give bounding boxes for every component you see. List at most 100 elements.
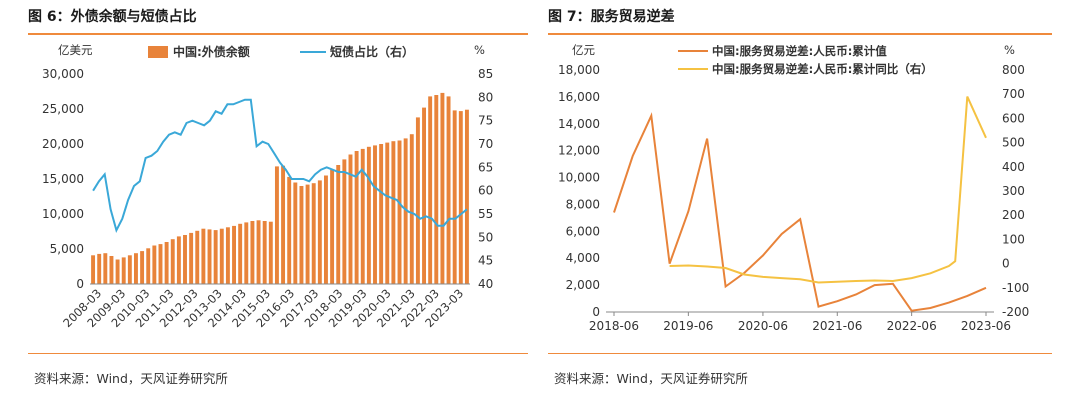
bar: [336, 165, 341, 284]
y2-tick-label: 70: [478, 137, 493, 151]
bar: [391, 141, 396, 284]
bar: [232, 225, 236, 284]
y-tick-label: 18,000: [558, 63, 600, 77]
bar: [170, 239, 175, 284]
bar: [219, 228, 224, 284]
legend-label: 中国:服务贸易逆差:人民币:累计同比（右）: [712, 62, 933, 76]
series-line-cumulative-value: [613, 112, 987, 312]
x-tick-label: 2020-06: [738, 319, 788, 333]
bar: [440, 92, 445, 285]
y-tick-label: 16,000: [558, 90, 600, 104]
y-tick-label: 0: [592, 305, 600, 319]
bar: [103, 253, 108, 284]
bar: [434, 95, 439, 284]
y2-tick-label: 45: [478, 254, 493, 268]
y-tick-label: 0: [76, 277, 84, 291]
bar: [354, 151, 359, 284]
bar: [428, 96, 433, 285]
bar: [305, 184, 310, 284]
bar: [91, 255, 96, 284]
series-line-cumulative-yoy: [669, 96, 987, 284]
y2-tick-label: 700: [1002, 87, 1025, 101]
y-tick-label: 15,000: [42, 172, 84, 186]
y-tick-label: 12,000: [558, 144, 600, 158]
y2-tick-label: 200: [1002, 208, 1025, 222]
bar: [244, 222, 249, 284]
bar: [158, 244, 163, 284]
bar: [348, 154, 353, 284]
y2-tick-label: 65: [478, 160, 493, 174]
bar: [464, 109, 469, 284]
bar: [342, 159, 347, 284]
bar: [324, 175, 328, 284]
legend-label: 中国:外债余额: [173, 44, 250, 59]
bar: [195, 230, 200, 284]
figure-title: 图 6：外债余额与短债占比: [28, 9, 197, 25]
y2-tick-label: 50: [478, 230, 493, 244]
bar: [152, 245, 157, 284]
bar: [109, 256, 114, 284]
y-tick-label: 6,000: [566, 224, 600, 238]
title-divider: [548, 33, 1052, 35]
y2-tick-label: 60: [478, 184, 493, 198]
y-tick-label: 4,000: [566, 251, 600, 265]
external-debt-chart: 亿美元 % 0 5,000 10,000 15,000 20,000 25,000 30,000…: [42, 43, 493, 330]
y2-tick-label: 75: [478, 114, 493, 128]
x-tick-label: 2019-06: [663, 319, 713, 333]
legend-label: 中国:服务贸易逆差:人民币:累计值: [712, 44, 887, 58]
y2-tick-label: 80: [478, 90, 493, 104]
footer-divider: [28, 353, 528, 354]
bar: [225, 227, 230, 284]
y2-tick-label: 500: [1002, 136, 1025, 150]
bar: [446, 96, 451, 285]
legend-swatch-bar: [148, 46, 168, 58]
x-tick-label: 2022-06: [887, 319, 937, 333]
y-tick-label: 10,000: [558, 171, 600, 185]
bar: [121, 257, 126, 284]
bar: [311, 183, 316, 284]
y2-tick-label: 100: [1002, 232, 1025, 246]
y2-tick-label: 0: [1002, 257, 1010, 271]
bar: [238, 223, 243, 284]
y-tick-label: 30,000: [42, 67, 84, 81]
y-tick-label: 20,000: [42, 137, 84, 151]
y-tick-label: 14,000: [558, 117, 600, 131]
source-note: 资料来源：Wind，天风证券研究所: [554, 371, 748, 386]
chart-panel-service-trade: 图 7：服务贸易逆差 亿元% 0 2,000 4,000 6,000 8,000 10,00…: [548, 0, 1052, 416]
title-divider: [28, 33, 528, 35]
bar: [360, 148, 365, 284]
bar: [213, 230, 218, 284]
bar: [274, 166, 279, 284]
bar: [268, 221, 273, 284]
series-line-short-debt-ratio: [92, 98, 468, 234]
bar: [97, 253, 102, 284]
legend-label: 短债占比（右）: [330, 44, 414, 59]
service-trade-chart: 亿元 % 0 2,000 4,000 6,000 8,000 10,000 12,000 14,0…: [558, 43, 1029, 333]
bar: [189, 232, 194, 284]
bar: [201, 228, 206, 284]
y2-tick-label: 300: [1002, 184, 1025, 198]
bar: [385, 142, 390, 284]
y2-tick-label: 85: [478, 67, 493, 81]
bar: [366, 146, 371, 284]
y-tick-label: 5,000: [50, 242, 84, 256]
bar: [176, 236, 181, 284]
x-tick-label: 2021-06: [812, 319, 862, 333]
y-tick-label: 8,000: [566, 197, 600, 211]
bar: [422, 107, 426, 284]
y2-tick-label: 400: [1002, 160, 1025, 174]
right-axis-unit: %: [474, 43, 485, 57]
bar: [250, 221, 255, 284]
bar: [115, 259, 120, 284]
bar: [397, 140, 402, 284]
left-axis-unit: 亿美元: [58, 43, 93, 57]
bar: [146, 248, 151, 284]
y2-tick-label: -100: [1002, 281, 1029, 295]
bar: [287, 176, 292, 284]
source-note: 资料来源：Wind，天风证券研究所: [34, 371, 228, 386]
y2-tick-label: 600: [1002, 111, 1025, 125]
bar: [452, 110, 457, 285]
bar: [164, 242, 169, 284]
bar: [415, 117, 420, 285]
bar: [373, 145, 377, 284]
